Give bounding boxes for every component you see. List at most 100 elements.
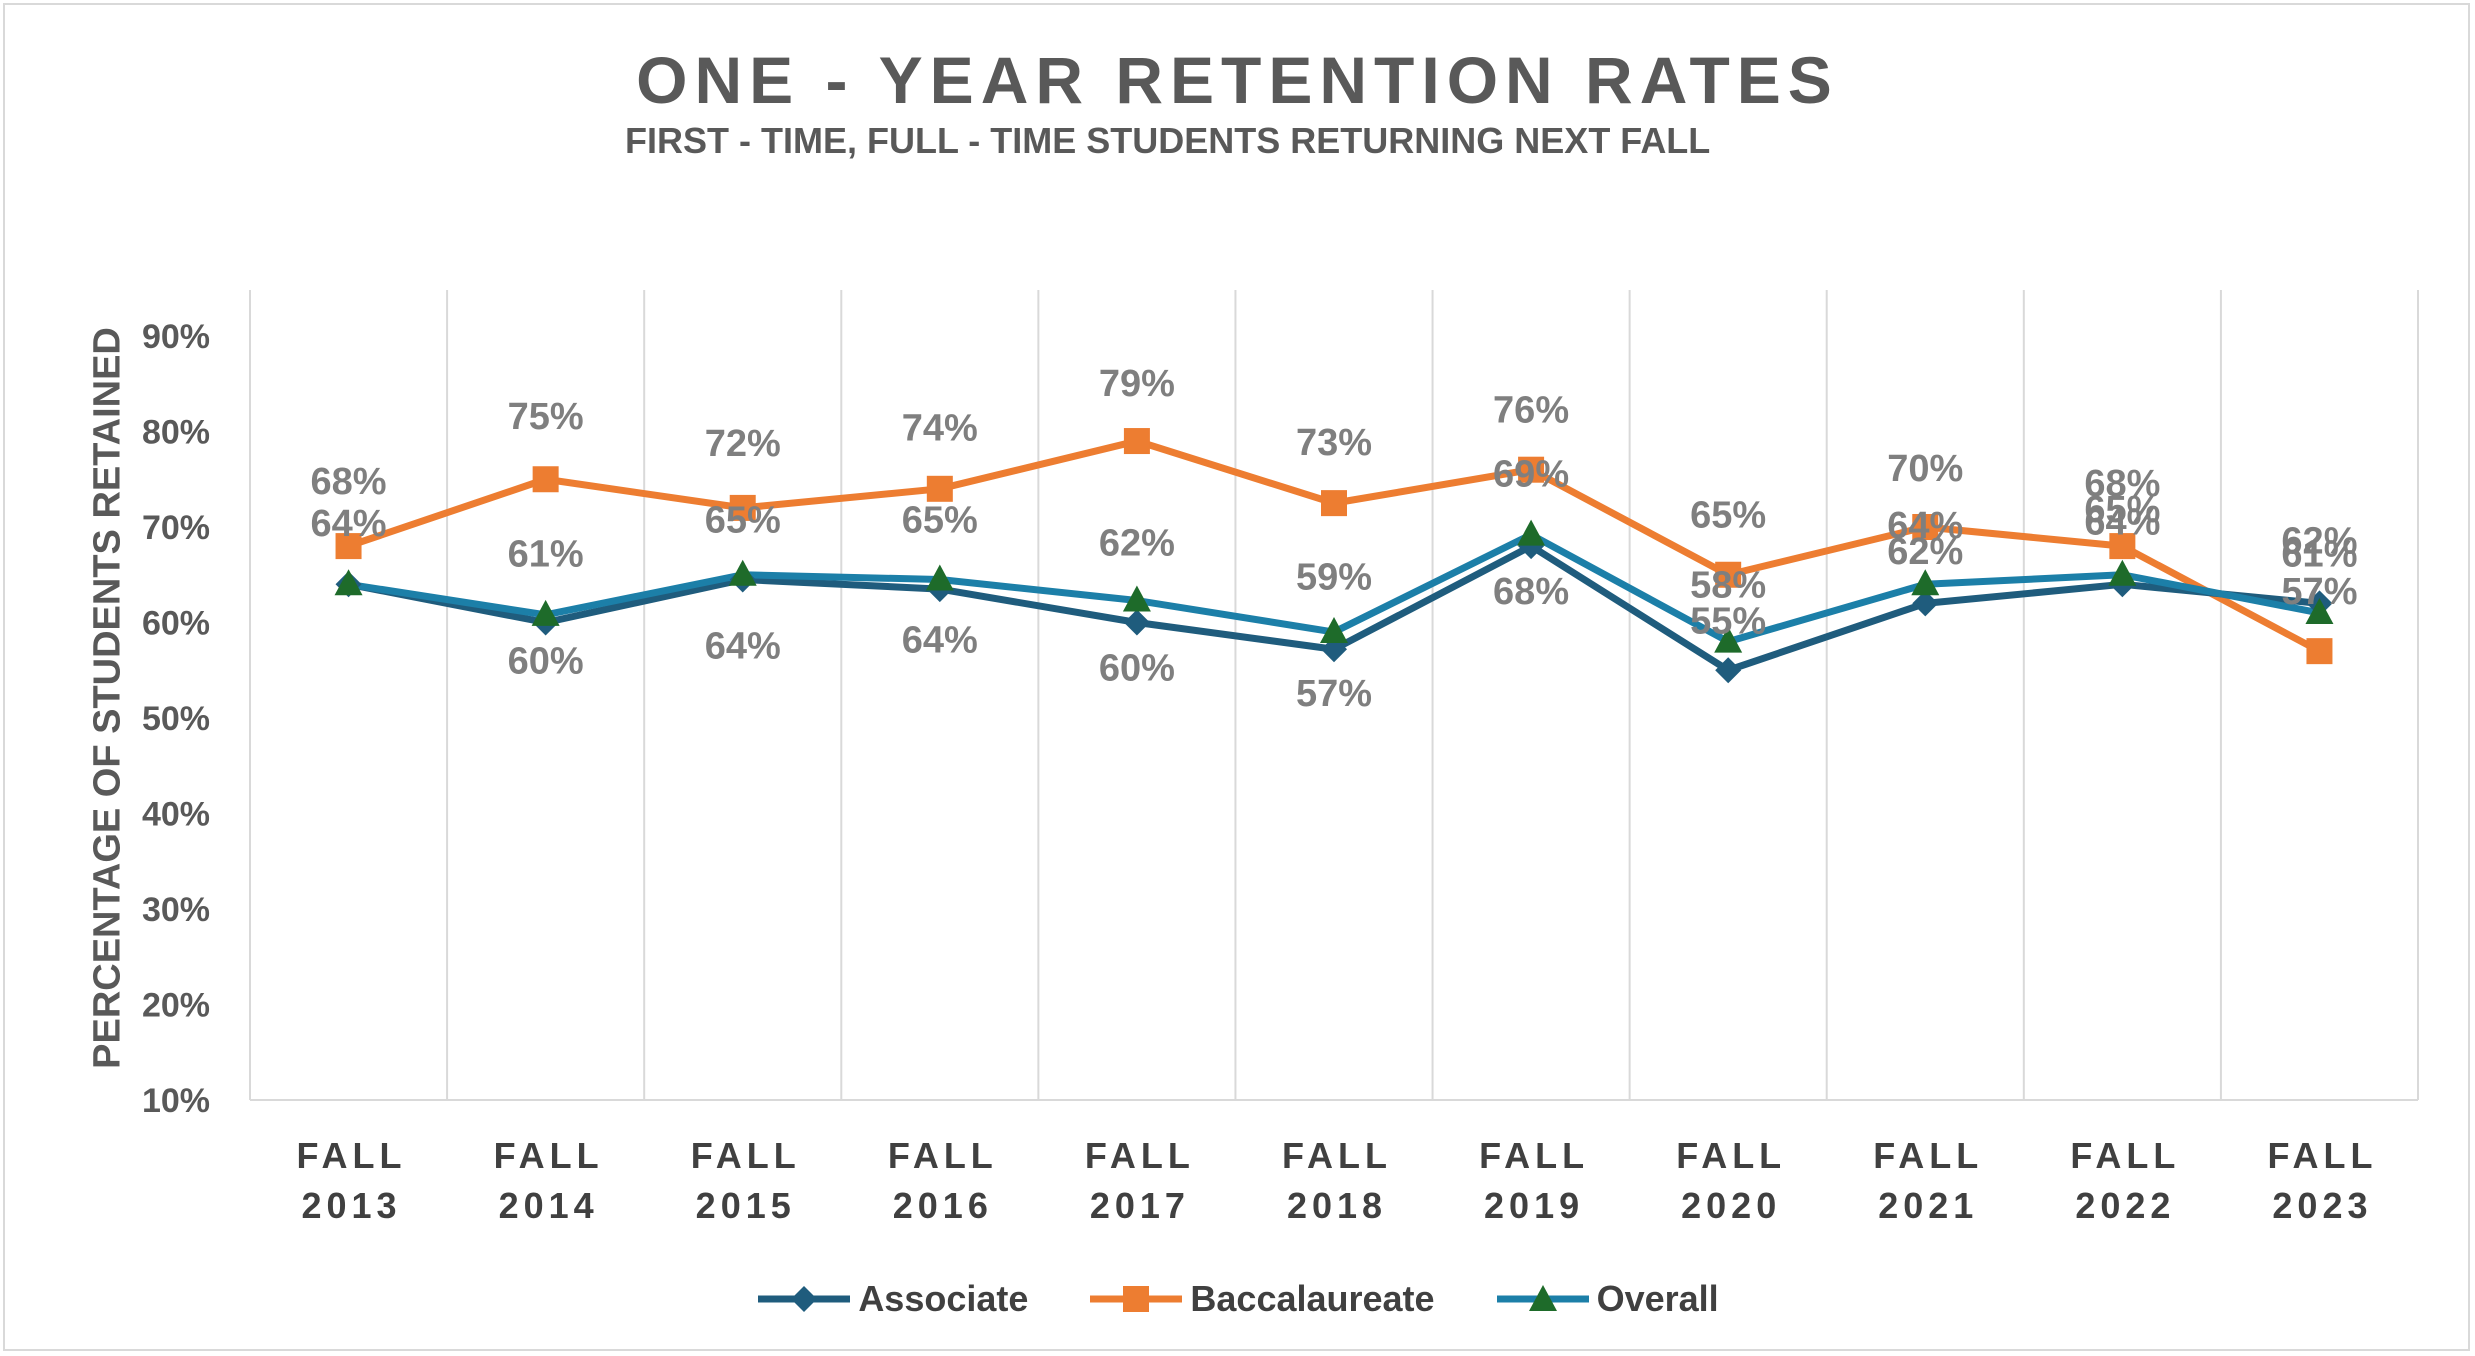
x-tick-label: 2020	[1681, 1185, 1781, 1226]
data-label: 57%	[1296, 673, 1372, 715]
y-tick-label: 90%	[142, 318, 210, 356]
data-label: 65%	[2084, 489, 2160, 531]
data-label: 65%	[705, 499, 781, 541]
data-label: 60%	[1099, 647, 1175, 689]
marker-overall	[334, 569, 363, 596]
legend-marker	[1123, 1286, 1150, 1312]
data-label: 58%	[1690, 564, 1766, 606]
x-tick-label: FALL	[1676, 1135, 1786, 1176]
legend-item-associate: Associate	[756, 1278, 1028, 1320]
data-label: 74%	[902, 408, 978, 450]
legend-swatch-diamond-icon	[758, 1286, 851, 1312]
x-tick-label: 2016	[893, 1185, 993, 1226]
data-label: 64%	[902, 620, 978, 662]
legend-swatch-triangle-icon	[1496, 1285, 1589, 1311]
y-tick-label: 40%	[142, 796, 210, 834]
data-label: 79%	[1099, 363, 1175, 405]
x-tick-label: 2022	[2075, 1185, 2175, 1226]
y-tick-label: 50%	[142, 700, 210, 738]
marker-overall	[925, 564, 954, 591]
data-label: 64%	[705, 625, 781, 667]
marker-overall	[531, 599, 560, 626]
data-label: 61%	[2281, 534, 2357, 576]
marker-baccalaureate	[2306, 638, 2333, 665]
legend-item-baccalaureate: Baccalaureate	[1088, 1278, 1435, 1320]
data-label: 57%	[2281, 571, 2357, 613]
data-label: 55%	[1690, 601, 1766, 643]
data-label: 68%	[1493, 571, 1569, 613]
x-tick-label: FALL	[1873, 1135, 1983, 1176]
data-label: 68%	[311, 461, 387, 503]
marker-baccalaureate	[532, 466, 559, 493]
data-labels: 68%64%75%61%60%72%65%64%74%65%64%79%62%6…	[311, 363, 2358, 715]
x-tick-label: FALL	[1282, 1135, 1392, 1176]
x-tick-label: FALL	[2070, 1135, 2180, 1176]
x-tick-label: 2017	[1090, 1185, 1190, 1226]
gridlines	[249, 290, 2419, 1101]
legend-marker	[1528, 1285, 1557, 1311]
data-label: 64%	[2084, 501, 2160, 543]
marker-overall	[1714, 626, 1743, 653]
marker-overall	[1517, 519, 1546, 546]
marker-overall	[728, 559, 757, 586]
marker-baccalaureate	[926, 475, 953, 502]
data-label: 62%	[2281, 520, 2357, 562]
legend-label: Overall	[1596, 1278, 1719, 1319]
marker-baccalaureate	[1321, 490, 1347, 517]
data-label: 64%	[1887, 505, 1963, 547]
data-label: 69%	[1493, 454, 1569, 496]
data-label: 73%	[1296, 422, 1372, 464]
chart-subtitle: FIRST - TIME, FULL - TIME STUDENTS RETUR…	[625, 120, 1711, 161]
x-tick-label: FALL	[1479, 1135, 1589, 1176]
marker-overall	[1122, 585, 1151, 612]
x-tick-label: FALL	[1085, 1135, 1195, 1176]
x-tick-label: FALL	[888, 1135, 998, 1176]
data-label: 62%	[1099, 522, 1175, 564]
marker-baccalaureate	[1912, 514, 1939, 540]
marker-baccalaureate	[729, 494, 756, 521]
y-axis-ticks: 10% 20% 30% 40% 50% 60% 70% 80% 90%	[142, 318, 210, 1120]
x-tick-label: FALL	[691, 1135, 801, 1176]
y-tick-label: 70%	[142, 509, 210, 547]
data-label: 68%	[2084, 463, 2160, 505]
x-tick-label: 2014	[499, 1185, 599, 1226]
data-label: 76%	[1493, 390, 1569, 432]
marker-baccalaureate	[1123, 428, 1150, 455]
x-tick-label: FALL	[2267, 1135, 2377, 1176]
y-tick-label: 60%	[142, 605, 210, 643]
marker-baccalaureate	[2109, 533, 2136, 560]
y-tick-label: 30%	[142, 891, 210, 929]
data-label: 62%	[1887, 531, 1963, 573]
x-tick-label: FALL	[494, 1135, 604, 1176]
x-axis-ticks: FALL 2013 FALL 2014 FALL 2015 FALL 2016 FALL 2017…	[297, 1135, 2377, 1226]
data-label: 75%	[508, 396, 584, 438]
series-markers	[334, 428, 2334, 684]
marker-overall	[1320, 617, 1348, 644]
legend-item-overall: Overall	[1495, 1278, 1719, 1320]
y-tick-label: 20%	[142, 987, 210, 1025]
marker-baccalaureate	[1518, 456, 1545, 483]
chart-frame	[3, 3, 2470, 1351]
x-tick-label: 2021	[1878, 1185, 1978, 1226]
x-tick-label: 2019	[1484, 1185, 1584, 1226]
marker-associate	[1715, 657, 1742, 684]
x-tick-label: 2018	[1287, 1185, 1387, 1226]
data-label: 72%	[705, 423, 781, 465]
marker-overall	[1911, 569, 1940, 596]
marker-baccalaureate	[1715, 561, 1742, 588]
data-label: 65%	[1690, 495, 1766, 537]
marker-overall	[2305, 597, 2334, 624]
data-label: 64%	[311, 503, 387, 545]
legend: Associate Baccalaureate Overall	[0, 1278, 2475, 1320]
x-tick-label: 2023	[2272, 1185, 2372, 1226]
marker-overall	[2108, 559, 2137, 586]
y-tick-label: 10%	[142, 1082, 210, 1120]
data-label: 65%	[902, 499, 978, 541]
y-tick-label: 80%	[142, 414, 210, 452]
chart-title: ONE - YEAR RETENTION RATES	[636, 43, 1839, 117]
marker-associate	[1912, 590, 1939, 617]
x-tick-label: 2015	[696, 1185, 796, 1226]
data-label: 61%	[508, 534, 584, 576]
marker-baccalaureate	[335, 533, 362, 560]
legend-swatch-square-icon	[1090, 1286, 1183, 1312]
